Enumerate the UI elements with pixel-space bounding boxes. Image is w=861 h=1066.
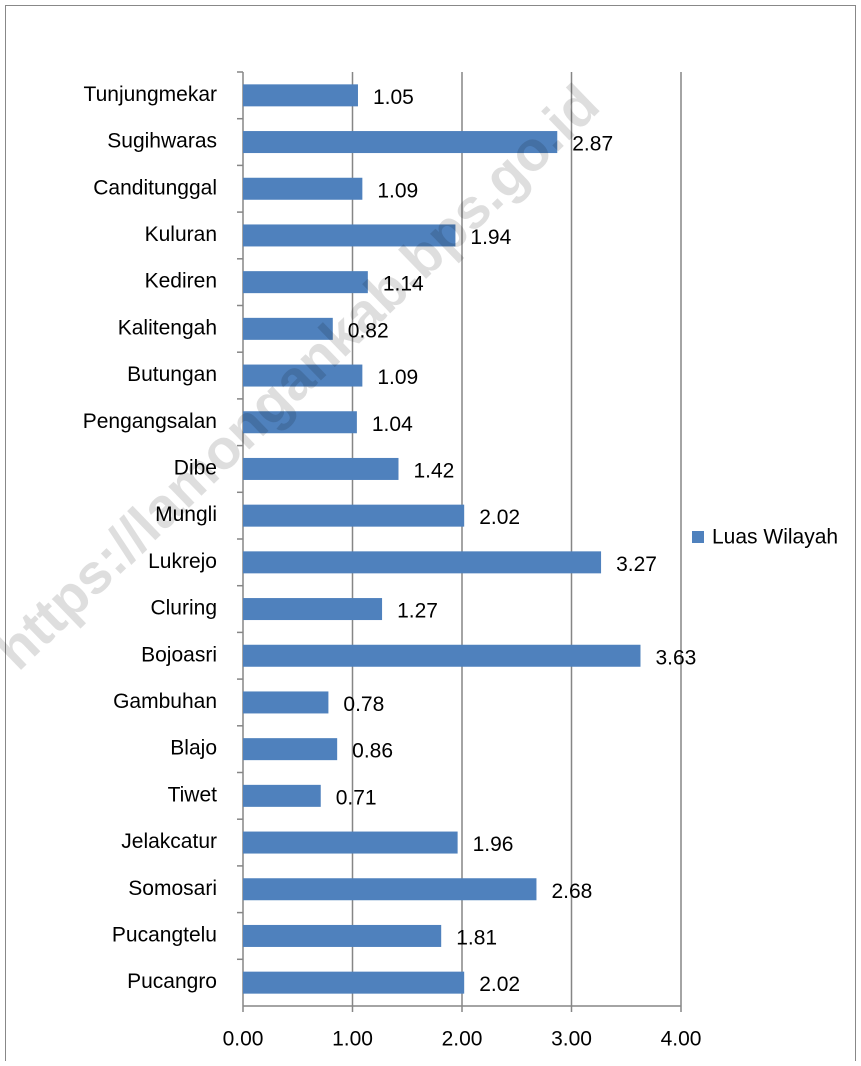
bar bbox=[243, 971, 465, 994]
y-tick-label: Tunjungmekar bbox=[84, 83, 217, 106]
data-label: 1.96 bbox=[473, 833, 514, 856]
y-tick-label: Pucangtelu bbox=[112, 923, 217, 946]
y-tick-label: Kediren bbox=[145, 270, 217, 293]
bar bbox=[243, 598, 383, 621]
bar bbox=[243, 84, 358, 107]
x-tick-label: 2.00 bbox=[442, 1028, 483, 1051]
bar bbox=[243, 411, 357, 434]
y-tick-label: Lukrejo bbox=[148, 550, 217, 573]
y-tick-label: Cluring bbox=[150, 597, 217, 620]
bar bbox=[243, 131, 558, 154]
y-tick-label: Blajo bbox=[170, 737, 217, 760]
data-label: 1.42 bbox=[413, 459, 454, 482]
data-label: 1.04 bbox=[372, 413, 413, 436]
data-label: 1.09 bbox=[377, 179, 418, 202]
y-tick-label: Kalitengah bbox=[118, 316, 217, 339]
y-tick-label: Jelakcatur bbox=[121, 830, 217, 853]
y-tick-label: Somosari bbox=[128, 877, 217, 900]
y-tick-label: Gambuhan bbox=[113, 690, 217, 713]
data-label: 2.02 bbox=[479, 973, 520, 996]
data-label: 0.86 bbox=[352, 740, 393, 763]
bar bbox=[243, 878, 537, 901]
bar bbox=[243, 738, 338, 761]
x-tick-label: 3.00 bbox=[551, 1028, 592, 1051]
x-tick-label: 1.00 bbox=[332, 1028, 373, 1051]
x-tick-label: 4.00 bbox=[661, 1028, 702, 1051]
bar bbox=[243, 784, 321, 807]
bar bbox=[243, 364, 363, 387]
y-tick-label: Dibe bbox=[174, 456, 217, 479]
y-tick-label: Pucangro bbox=[127, 970, 217, 993]
data-label: 2.68 bbox=[551, 880, 592, 903]
legend-label: Luas Wilayah bbox=[712, 526, 838, 549]
data-label: 3.27 bbox=[616, 553, 657, 576]
y-tick-label: Bojoasri bbox=[141, 643, 217, 666]
bar bbox=[243, 224, 456, 247]
bar bbox=[243, 551, 602, 574]
data-label: 2.02 bbox=[479, 506, 520, 529]
bar bbox=[243, 457, 399, 480]
data-label: 1.94 bbox=[470, 226, 511, 249]
bar bbox=[243, 177, 363, 200]
bar bbox=[243, 317, 333, 340]
bar bbox=[243, 644, 641, 667]
y-tick-label: Canditunggal bbox=[93, 176, 217, 199]
data-label: 1.81 bbox=[456, 926, 497, 949]
data-label: 3.63 bbox=[655, 646, 696, 669]
data-label: 1.14 bbox=[383, 273, 424, 296]
data-label: 0.78 bbox=[343, 693, 384, 716]
bar bbox=[243, 831, 458, 854]
y-tick-label: Tiwet bbox=[168, 783, 218, 806]
data-label: 0.71 bbox=[336, 786, 377, 809]
bar bbox=[243, 504, 465, 527]
y-tick-label: Mungli bbox=[155, 503, 217, 526]
y-tick-label: Kuluran bbox=[145, 223, 217, 246]
bar bbox=[243, 691, 329, 714]
legend-swatch bbox=[692, 531, 704, 543]
data-label: 1.05 bbox=[373, 86, 414, 109]
data-label: 1.27 bbox=[397, 600, 438, 623]
bar bbox=[243, 271, 368, 294]
data-label: 0.82 bbox=[348, 319, 389, 342]
y-tick-label: Butungan bbox=[127, 363, 217, 386]
y-tick-label: Pengangsalan bbox=[83, 410, 217, 433]
bar bbox=[243, 924, 442, 947]
x-tick-label: 0.00 bbox=[223, 1028, 264, 1051]
data-label: 1.09 bbox=[377, 366, 418, 389]
y-tick-label: Sugihwaras bbox=[107, 130, 217, 153]
data-label: 2.87 bbox=[572, 133, 613, 156]
